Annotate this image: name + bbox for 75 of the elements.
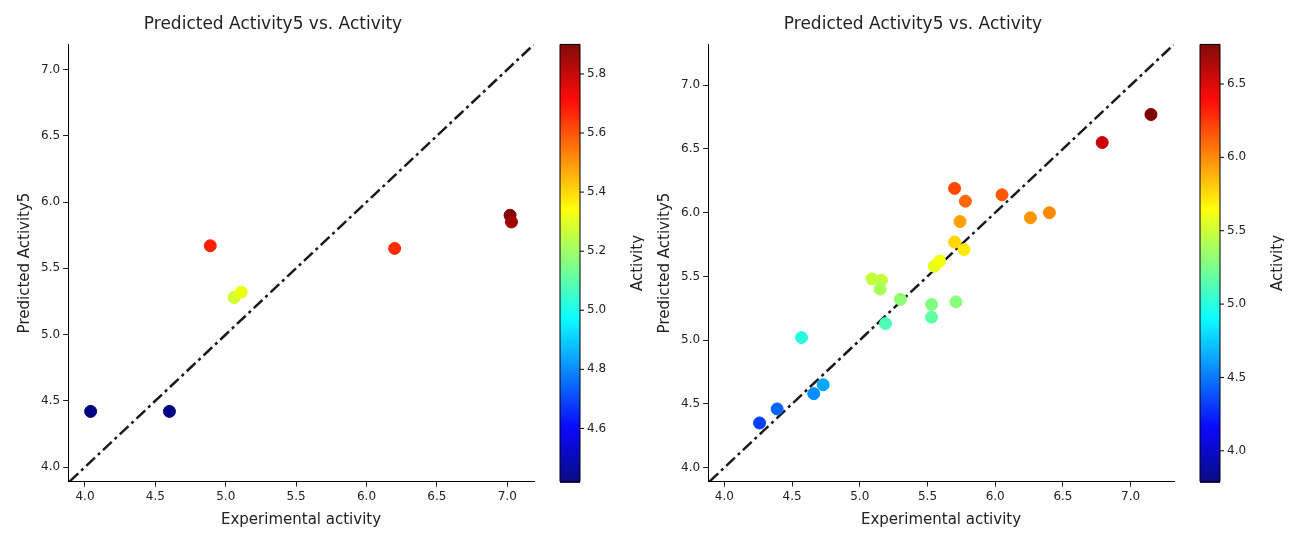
x-tick-label: 5.5 <box>917 488 938 503</box>
point <box>879 317 893 331</box>
x-axis-title: Experimental activity <box>221 509 382 528</box>
x-tick-label: 7.0 <box>1121 488 1141 503</box>
point <box>504 215 518 229</box>
point <box>957 243 971 257</box>
point <box>995 188 1009 202</box>
point <box>1042 206 1056 220</box>
point <box>873 282 887 296</box>
x-axis-title: Experimental activity <box>861 509 1022 528</box>
point <box>949 295 963 309</box>
point <box>1023 211 1037 225</box>
point <box>1095 136 1109 150</box>
y-axis-title: Predicted Activity5 <box>14 192 33 334</box>
y-tick-label: 5.5 <box>40 260 61 275</box>
x-tick-label: 7.0 <box>497 488 517 503</box>
point <box>893 292 907 306</box>
color-bar-label: 5.0 <box>1227 296 1247 311</box>
y-tick-label: 6.5 <box>40 127 61 142</box>
point <box>948 235 962 249</box>
chart-title: Predicted Activity5 vs. Activity <box>143 12 403 33</box>
y-tick-label: 4.0 <box>40 459 61 474</box>
point <box>234 285 248 299</box>
y-tick-label: 7.0 <box>40 61 61 76</box>
point <box>958 194 972 208</box>
chart-title: Predicted Activity5 vs. Activity <box>783 12 1043 33</box>
y-tick-label: 4.5 <box>680 395 701 410</box>
point <box>753 416 767 430</box>
point <box>770 402 784 416</box>
color-bar-label: 5.2 <box>587 243 607 258</box>
point <box>162 404 176 418</box>
color-bar-label: 5.6 <box>587 125 607 140</box>
point <box>948 181 962 195</box>
point <box>925 297 939 311</box>
y-tick-label: 6.0 <box>680 204 701 219</box>
color-bar-label: 4.0 <box>1227 442 1247 457</box>
x-tick-label: 4.5 <box>782 488 802 503</box>
point <box>816 378 830 392</box>
y-tick-label: 5.0 <box>680 332 701 347</box>
point <box>795 331 809 345</box>
y-tick-label: 4.0 <box>680 459 701 474</box>
color-bar-label: 4.8 <box>587 361 607 376</box>
x-tick-label: 4.0 <box>714 488 734 503</box>
color-bar-label: 5.5 <box>1227 222 1247 237</box>
point <box>807 387 821 401</box>
point <box>953 215 967 229</box>
point <box>203 239 217 253</box>
color-bar-label: 6.5 <box>1227 76 1247 91</box>
x-tick-label: 5.0 <box>216 488 236 503</box>
y-tick-label: 5.5 <box>680 268 701 283</box>
point <box>1144 108 1158 122</box>
point <box>84 404 98 418</box>
color-bar-label: 5.8 <box>587 66 607 81</box>
color-bar-label: 4.5 <box>1227 369 1247 384</box>
point <box>388 241 402 255</box>
y-axis-title: Predicted Activity5 <box>654 192 673 334</box>
x-tick-label: 5.5 <box>286 488 306 503</box>
point <box>933 254 947 268</box>
y-tick-label: 7.0 <box>680 77 701 92</box>
x-tick-label: 5.0 <box>850 488 870 503</box>
color-bar-label: 5.4 <box>587 184 607 199</box>
y-tick-label: 5.0 <box>40 326 61 341</box>
color-bar-label: 4.6 <box>587 420 607 435</box>
y-tick-label: 6.0 <box>40 194 61 209</box>
x-tick-label: 6.5 <box>427 488 447 503</box>
x-tick-label: 4.5 <box>145 488 165 503</box>
point <box>925 310 939 324</box>
y-tick-label: 6.5 <box>680 141 701 156</box>
y-tick-label: 4.5 <box>40 392 61 407</box>
x-tick-label: 4.0 <box>75 488 95 503</box>
color-bar-label: 5.0 <box>587 302 607 317</box>
color-bar-label: 6.0 <box>1227 149 1247 164</box>
x-tick-label: 6.0 <box>985 488 1005 503</box>
x-tick-label: 6.0 <box>356 488 377 503</box>
x-tick-label: 6.5 <box>1053 488 1073 503</box>
